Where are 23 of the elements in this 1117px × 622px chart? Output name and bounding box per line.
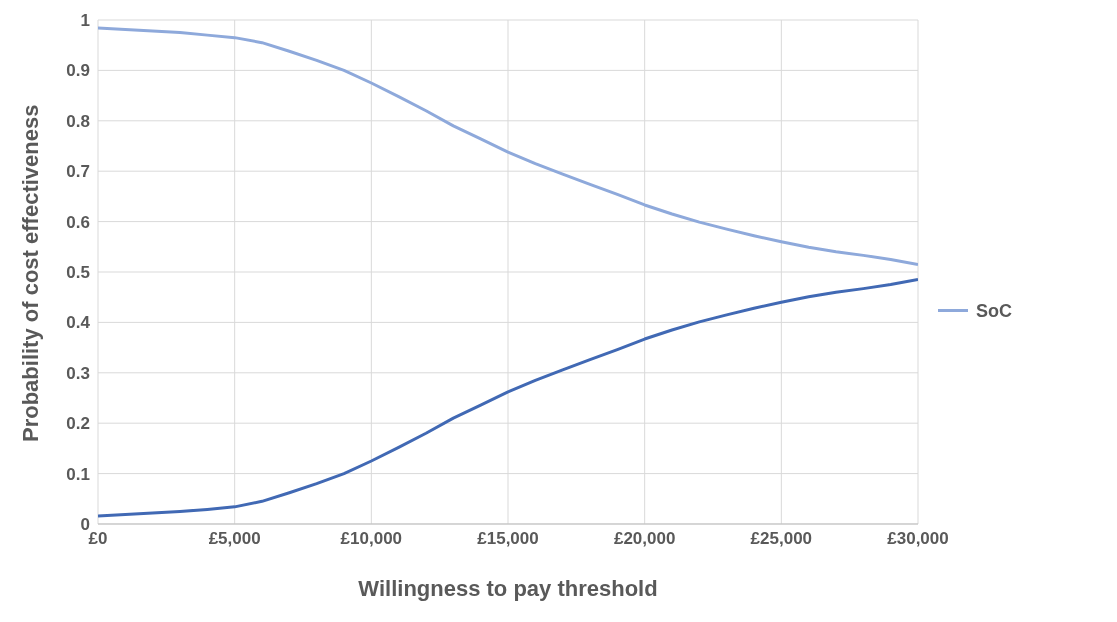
x-tick-label: £5,000	[208, 529, 261, 549]
y-tick-label: 0.5	[66, 263, 90, 283]
x-axis-title: Willingness to pay threshold	[358, 576, 658, 601]
legend-label: SoC	[976, 300, 1012, 322]
x-tick-label: £30,000	[887, 529, 949, 549]
y-tick-label: 0.6	[66, 212, 90, 232]
line-series	[98, 26, 918, 266]
x-tick-label: £20,000	[613, 529, 676, 549]
line-series	[98, 278, 918, 518]
x-tick-label: £15,000	[477, 529, 539, 549]
y-tick-label: 0	[80, 515, 90, 535]
y-tick-label: 0.9	[66, 61, 90, 81]
y-axis-title: Probability of cost effectiveness	[17, 104, 43, 442]
y-tick-label: 0.1	[66, 464, 90, 484]
y-tick-label: 0.8	[66, 111, 90, 131]
x-tick-label: £25,000	[750, 529, 813, 549]
y-tick-label: 0.2	[66, 414, 90, 434]
y-tick-label: 1	[80, 11, 90, 31]
y-tick-label: 0.4	[66, 313, 91, 333]
x-tick-label: £10,000	[340, 529, 403, 549]
y-tick-label: 0.3	[66, 363, 90, 383]
x-tick-label: £0	[88, 529, 108, 549]
y-tick-label: 0.7	[66, 162, 90, 182]
